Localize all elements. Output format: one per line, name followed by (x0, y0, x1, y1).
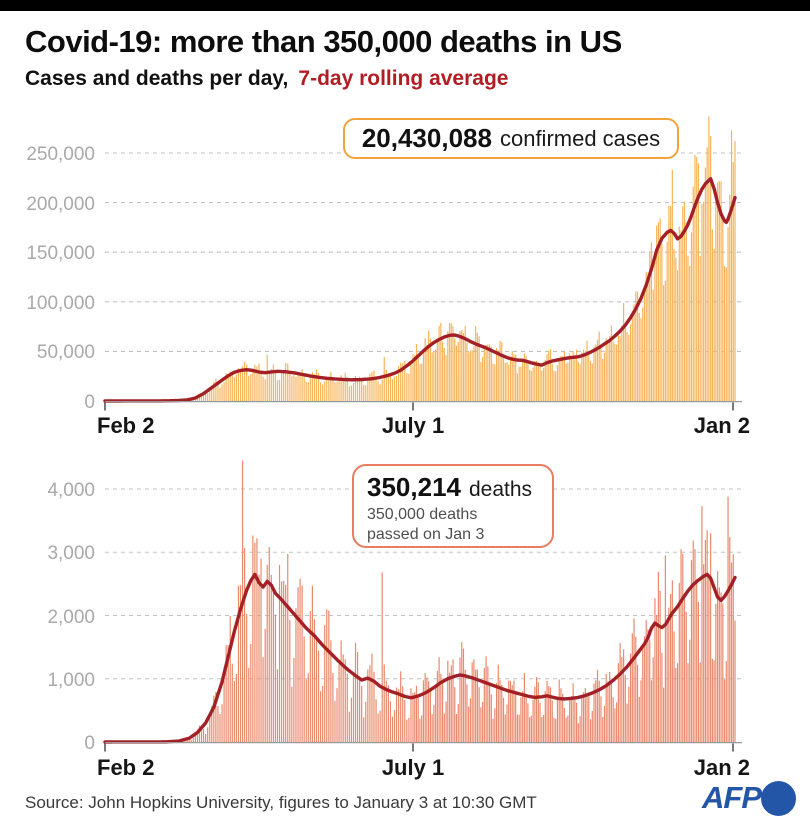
cases-x-axis (104, 400, 742, 411)
deaths-ytick-1000: 1,000 (47, 670, 95, 691)
afp-logo: AFP (702, 780, 796, 816)
deaths-xtick-july1: July 1 (382, 755, 444, 780)
deaths-average-line (103, 572, 737, 744)
cases-ytick-100000: 100,000 (26, 293, 95, 314)
subtitle-plain: Cases and deaths per day, (25, 67, 289, 90)
afp-logo-text: AFP (702, 780, 762, 815)
cases-count: 20,430,088 (361, 123, 492, 153)
deaths-xtick-jan2: Jan 2 (694, 755, 750, 780)
deaths-note-line2: passed on Jan 3 (367, 526, 485, 543)
cases-count-label: confirmed cases (499, 125, 661, 151)
deaths-annotation-box: 350,214 deaths 350,000 deaths passed on J… (352, 464, 554, 548)
cases-daily-bars (180, 116, 736, 401)
cases-annotation-box: 20,430,088 confirmed cases (343, 118, 679, 159)
deaths-ytick-3000: 3,000 (47, 543, 95, 564)
deaths-ytick-4000: 4,000 (47, 480, 95, 501)
cases-ytick-150000: 150,000 (26, 243, 95, 264)
cases-xtick-jan2: Jan 2 (694, 413, 750, 438)
cases-average-line (103, 177, 737, 403)
subtitle-highlight: 7-day rolling average (298, 67, 509, 90)
deaths-note-line1: 350,000 deaths (367, 506, 478, 523)
cases-ytick-250000: 250,000 (26, 144, 95, 165)
cases-ytick-200000: 200,000 (26, 194, 95, 215)
cases-xtick-feb2: Feb 2 (97, 413, 154, 438)
deaths-xtick-feb2: Feb 2 (97, 755, 154, 780)
source-credit: Source: John Hopkins University, figures… (25, 793, 537, 812)
subtitle: Cases and deaths per day, 7-day rolling a… (25, 67, 508, 91)
page-title: Covid-19: more than 350,000 deaths in US (25, 24, 622, 59)
cases-ytick-0: 0 (84, 392, 95, 413)
cases-xtick-july1: July 1 (382, 413, 444, 438)
top-black-bar (0, 0, 810, 11)
deaths-ytick-2000: 2,000 (47, 607, 95, 628)
deaths-ytick-0: 0 (84, 733, 95, 754)
cases-ytick-50000: 50,000 (37, 342, 95, 363)
deaths-x-axis (104, 741, 742, 752)
afp-globe-icon (761, 780, 796, 816)
deaths-count-label: deaths (468, 478, 533, 501)
deaths-count: 350,214 (367, 472, 461, 502)
